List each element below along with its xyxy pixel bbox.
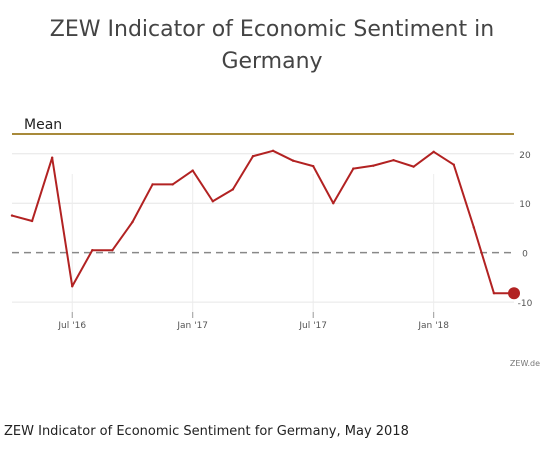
data-point [392, 159, 395, 162]
data-point [191, 169, 194, 172]
y-axis-ticks: 20 10 0 -10 [518, 151, 533, 309]
data-point [452, 163, 455, 166]
x-tick-label: Jan '18 [417, 321, 449, 331]
data-point [332, 202, 335, 205]
chart-title: ZEW Indicator of Economic Sentiment in G… [0, 14, 544, 78]
y-tick-label: -10 [518, 299, 533, 309]
data-point [71, 285, 74, 288]
chart-caption: ZEW Indicator of Economic Sentiment for … [4, 424, 409, 439]
data-point [131, 220, 134, 224]
sentiment-line-chart: 20 10 0 -10 Jul '16 Jan '17 Jul '17 Jan '18 Me… [10, 117, 540, 368]
data-points [10, 149, 520, 300]
data-point [111, 248, 114, 252]
series-line [11, 149, 514, 295]
data-point [30, 219, 34, 223]
mean-label: Mean [24, 117, 62, 133]
data-point [251, 155, 255, 158]
y-tick-label: 10 [519, 200, 531, 210]
y-tick-label: 0 [522, 250, 528, 260]
latest-point [508, 287, 520, 300]
x-tick-label: Jul '17 [298, 321, 327, 331]
data-point [91, 248, 94, 252]
data-point [492, 292, 496, 295]
x-tick-label: Jan '17 [176, 321, 208, 331]
chart-title-line-1: ZEW Indicator of Economic Sentiment in [49, 17, 495, 42]
data-point [231, 188, 235, 191]
data-point [352, 167, 355, 170]
data-point [50, 156, 54, 159]
grid-lines [12, 153, 514, 312]
chart-title-line-2: Germany [221, 49, 323, 74]
x-axis-ticks: Jul '16 Jan '17 Jul '17 Jan '18 [57, 312, 449, 331]
data-point [312, 164, 315, 168]
data-point [412, 165, 415, 168]
data-point [472, 226, 476, 229]
source-label: ZEW.de [510, 359, 540, 368]
data-point [10, 214, 14, 217]
data-point [151, 183, 154, 186]
data-point [211, 200, 214, 203]
data-point [291, 159, 295, 162]
data-point [171, 183, 174, 186]
data-point [271, 149, 275, 153]
data-point [372, 164, 375, 167]
data-point [432, 150, 435, 153]
y-tick-label: 20 [519, 151, 531, 161]
x-tick-label: Jul '16 [57, 321, 86, 331]
